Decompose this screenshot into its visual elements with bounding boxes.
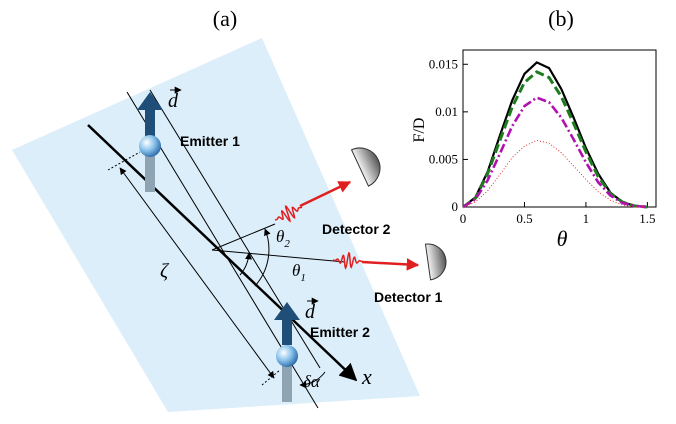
y-tick-label: 0.005 [429,151,458,166]
tilt-label: δα [303,372,321,391]
dipole-arrow [137,92,163,138]
panel-label: (a) [213,6,237,31]
x-tick-label: 1 [583,211,590,226]
y-tick-label: 0.015 [429,56,458,71]
dipole-label: d [168,90,179,112]
dipole-stub [282,362,292,402]
detector [424,243,447,281]
dipole-stub [145,152,155,192]
emitter-label: Emitter 1 [180,133,240,149]
detector-label: Detector 1 [374,289,443,305]
angle-label: θ1 [292,261,306,284]
tilt-arc [299,371,326,389]
axis-label: x [361,364,372,389]
emitter [139,135,161,157]
angle-symbol: θ [276,227,284,246]
plot-frame [462,49,657,208]
plot-area: 0 0.005 0.01 0.015 0 0.5 1 1.5 [429,49,657,226]
emitter [276,345,298,367]
chart-title: (b) [548,6,574,31]
y-axis-label: F/D [411,118,428,143]
y-tick-label: 0 [452,199,459,214]
angle-label: θ2 [276,227,290,250]
dipole-arrow [274,302,300,345]
photon-arrow [361,258,420,271]
series-line [462,139,648,208]
wave-packet [332,251,363,270]
angle-sub: 1 [300,272,306,284]
separation-line [119,167,275,379]
photon-arrow [299,180,352,208]
y-tick-label: 0.01 [435,104,458,119]
x-tick-label: 0 [460,211,467,226]
detector [350,147,381,187]
emitter-label: Emitter 2 [310,324,370,340]
x-tick-label: 1.5 [639,211,655,226]
separation-label: ζ [160,260,170,282]
series-line [462,96,648,209]
dipole-label: d [305,301,316,323]
x-axis-label: θ [557,226,568,251]
x-tick-label: 0.5 [516,211,532,226]
detector-label: Detector 2 [322,221,391,237]
angle-symbol: θ [292,261,300,280]
wave-packet [274,205,303,223]
angle-sub: 2 [284,238,290,250]
series-line [462,70,648,209]
series-line [462,61,648,209]
